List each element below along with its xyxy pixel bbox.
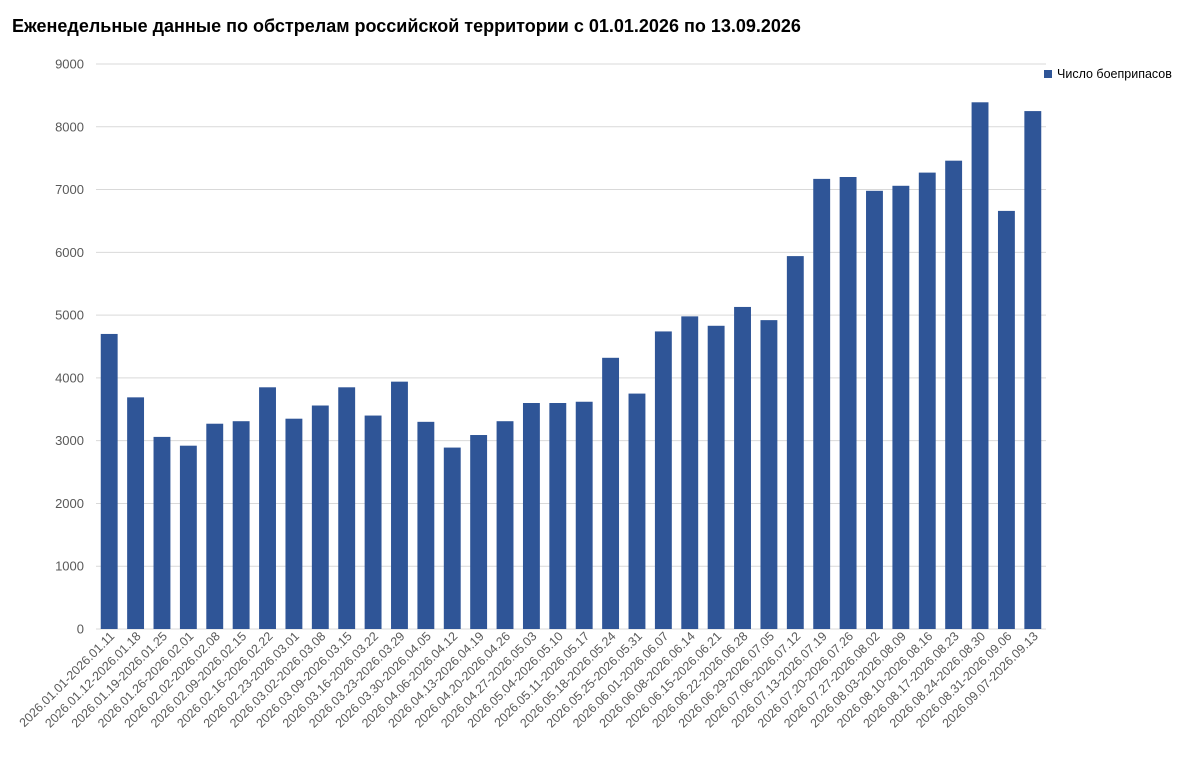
bar xyxy=(575,401,593,629)
y-tick-label: 5000 xyxy=(55,308,84,323)
chart-title: Еженедельные данные по обстрелам российс… xyxy=(12,16,801,36)
bar xyxy=(259,387,276,629)
bar xyxy=(206,423,224,629)
y-tick-label: 0 xyxy=(77,622,84,637)
legend: Число боеприпасов xyxy=(1044,67,1172,81)
bar xyxy=(417,421,435,629)
bar xyxy=(707,325,725,629)
y-tick-label: 8000 xyxy=(55,119,84,134)
y-tick-label: 1000 xyxy=(55,559,84,574)
bar xyxy=(391,381,408,629)
bar xyxy=(311,405,329,629)
bar xyxy=(654,331,672,629)
bar xyxy=(232,421,250,629)
y-tick-label: 6000 xyxy=(55,245,84,260)
bar xyxy=(364,415,382,629)
bar xyxy=(866,190,883,630)
bar xyxy=(971,102,989,630)
y-tick-label: 4000 xyxy=(55,370,84,385)
y-tick-label: 2000 xyxy=(55,496,84,511)
bar xyxy=(549,403,567,629)
bar xyxy=(602,357,620,629)
bar xyxy=(443,447,461,629)
bar xyxy=(734,306,751,629)
bar xyxy=(892,185,910,630)
bar xyxy=(153,436,171,629)
bar xyxy=(945,160,963,629)
bar xyxy=(918,172,936,629)
bar xyxy=(470,435,488,629)
legend-label: Число боеприпасов xyxy=(1057,67,1172,81)
x-axis: 2026.01.01-2026.01.112026.01.12-2026.01.… xyxy=(17,629,1041,730)
gridlines xyxy=(96,63,1046,630)
bar xyxy=(1024,111,1042,630)
bar xyxy=(628,393,646,629)
bar xyxy=(997,210,1015,629)
bar xyxy=(522,403,540,629)
legend-swatch xyxy=(1044,70,1052,78)
y-axis: 0 1000 2000 3000 4000 5000 6000 7000 8000 9000 xyxy=(55,57,84,637)
bars xyxy=(100,102,1042,630)
bar xyxy=(338,387,356,629)
bar xyxy=(127,397,145,629)
bar xyxy=(179,445,197,629)
y-tick-label: 7000 xyxy=(55,182,84,197)
bar xyxy=(681,316,699,629)
bar xyxy=(813,178,831,629)
bar xyxy=(760,320,778,629)
bar xyxy=(496,421,514,629)
y-tick-label: 3000 xyxy=(55,433,84,448)
bar xyxy=(100,333,118,629)
y-tick-label: 9000 xyxy=(55,57,84,72)
bar xyxy=(786,256,804,629)
bar xyxy=(285,418,303,629)
bar xyxy=(839,177,857,629)
